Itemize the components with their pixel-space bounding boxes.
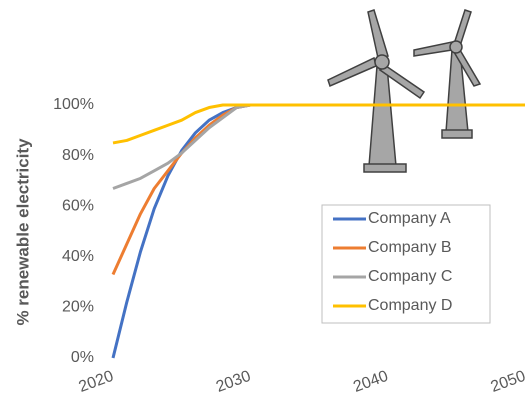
y-axis-label: % renewable electricity <box>13 138 32 326</box>
x-tick-label: 2020 <box>77 368 116 396</box>
x-tick-label: 2040 <box>351 368 390 396</box>
y-tick-label: 40% <box>62 248 94 265</box>
y-tick-label: 0% <box>71 349 94 366</box>
legend-label: Company B <box>368 239 452 256</box>
y-tick-label: 60% <box>62 197 94 214</box>
legend-label: Company C <box>368 268 452 285</box>
x-tick-label: 2050 <box>489 368 528 396</box>
x-tick-label: 2030 <box>214 368 253 396</box>
legend-label: Company A <box>368 210 451 227</box>
y-tick-label: 20% <box>62 299 94 316</box>
y-tick-label: 80% <box>62 147 94 164</box>
y-tick-label: 100% <box>53 96 94 113</box>
legend-box <box>321 204 491 324</box>
wind-turbines <box>327 9 482 173</box>
series-line <box>112 103 525 145</box>
legend-label: Company D <box>368 297 452 314</box>
